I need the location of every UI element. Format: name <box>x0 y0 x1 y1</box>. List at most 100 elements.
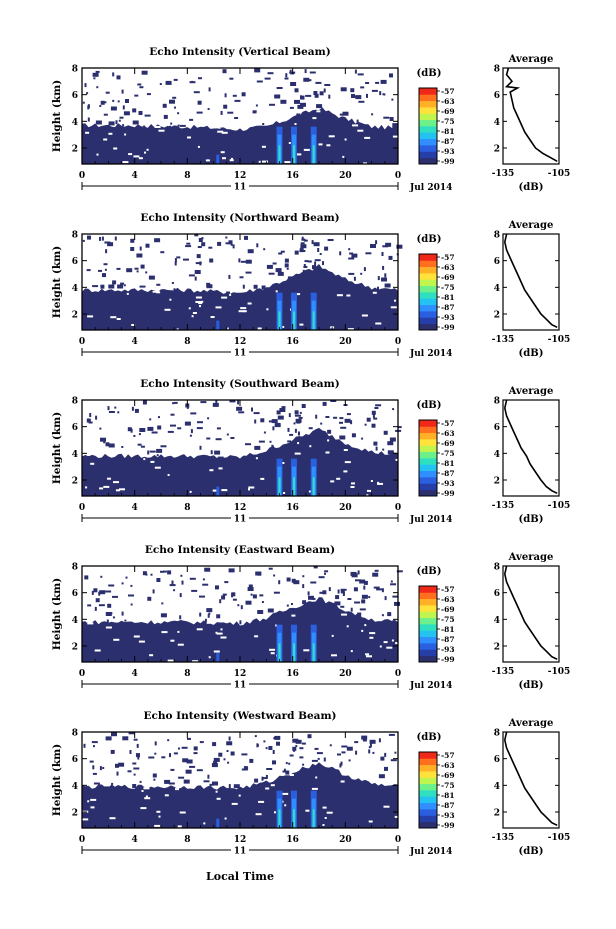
echo-gap <box>342 155 345 158</box>
echo-speck <box>366 417 371 422</box>
colorbar-swatch <box>419 273 437 280</box>
echo-speck <box>302 575 305 578</box>
echo-speck <box>83 743 86 748</box>
echo-speck <box>181 746 188 749</box>
echo-speck <box>355 579 361 582</box>
echo-speck <box>202 578 205 581</box>
echo-speck <box>390 759 397 762</box>
echo-speck <box>209 258 214 263</box>
colorbar-tick-label: -87 <box>441 635 455 644</box>
colorbar-tick-label: -75 <box>441 283 455 292</box>
profile-x-tick-label: -135 <box>492 833 515 843</box>
echo-gap <box>295 153 302 156</box>
echo-speck <box>145 243 150 248</box>
echo-speck <box>238 411 245 414</box>
echo-speck <box>303 264 306 268</box>
echo-speck <box>304 260 309 263</box>
echo-speck <box>229 77 234 80</box>
echo-speck <box>290 82 297 86</box>
echo-gap <box>331 654 337 657</box>
echo-speck <box>122 124 125 127</box>
echo-speck <box>366 93 368 98</box>
echo-speck <box>142 571 147 576</box>
echo-speck <box>104 786 111 791</box>
profile-y-tick-label: 6 <box>494 91 500 101</box>
echo-gap <box>383 641 388 644</box>
profile-frame <box>502 233 560 331</box>
echo-speck <box>204 567 211 572</box>
echo-speck <box>125 99 129 103</box>
echo-speck <box>392 408 395 411</box>
echo-speck <box>214 450 221 455</box>
echo-speck <box>351 94 355 98</box>
echo-speck <box>340 87 347 92</box>
echo-speck <box>127 770 132 773</box>
echo-speck <box>334 601 341 606</box>
colorbar: (dB) -57-63-69-75-81-87-93-99 <box>417 732 455 830</box>
echo-speck <box>307 79 312 82</box>
echo-speck <box>300 95 302 100</box>
echo-speck <box>396 570 403 573</box>
echo-speck <box>313 242 320 247</box>
echo-speck <box>317 248 320 252</box>
y-tick-label: 8 <box>72 397 78 407</box>
echo-speck <box>266 768 273 770</box>
echo-gap <box>103 485 110 488</box>
echo-gap <box>294 123 297 125</box>
echo-speck <box>103 113 108 116</box>
profile-y-tick-label: 4 <box>494 118 500 128</box>
echo-gap <box>126 292 129 295</box>
echo-speck <box>314 261 317 266</box>
echo-speck <box>159 83 162 85</box>
panel-4: Echo Intensity (Eastward Beam) 2 4 6 8 Height… <box>51 544 570 691</box>
echo-speck <box>211 763 218 768</box>
echo-speck <box>384 766 388 771</box>
echo-speck <box>164 615 167 617</box>
colorbar-swatch <box>419 107 437 114</box>
y-axis-label: Height (km) <box>51 578 63 650</box>
echo-speck <box>304 69 307 74</box>
echo-speck <box>103 263 108 266</box>
y-tick-label: 8 <box>72 729 78 739</box>
colorbar-swatch <box>419 157 437 165</box>
echo-speck <box>136 753 140 758</box>
echo-speck <box>99 105 102 107</box>
x-tick-label: 8 <box>184 337 190 347</box>
echo-speck <box>248 584 253 589</box>
echo-speck <box>209 783 214 786</box>
echo-gap <box>164 794 169 797</box>
echo-speck <box>108 121 115 126</box>
y-axis-label: Height (km) <box>51 80 63 152</box>
echo-gap <box>146 148 149 151</box>
echo-speck <box>359 579 366 584</box>
echo-speck <box>212 781 218 786</box>
echo-gap <box>217 130 224 133</box>
echo-speck <box>183 258 189 261</box>
echo-speck <box>286 267 289 270</box>
echo-speck <box>254 445 261 450</box>
echo-gap <box>216 797 221 800</box>
echo-gap <box>196 628 203 631</box>
echo-speck <box>170 424 176 427</box>
echo-speck <box>132 762 137 765</box>
echo-speck <box>110 612 113 615</box>
echo-gap <box>340 780 345 783</box>
echo-speck <box>213 760 218 765</box>
echo-speck <box>274 423 281 428</box>
echo-speck <box>357 73 364 76</box>
echo-speck <box>329 744 332 747</box>
echo-gap <box>229 293 232 296</box>
echo-speck <box>295 739 302 744</box>
echo-gap <box>90 806 95 809</box>
convective-column <box>290 458 297 496</box>
echo-speck <box>353 276 356 281</box>
echo-speck <box>278 580 281 585</box>
echo-gap <box>177 825 182 828</box>
echo-speck <box>363 580 368 585</box>
echo-speck <box>111 732 117 737</box>
echo-speck <box>171 282 174 284</box>
echo-speck <box>87 235 91 240</box>
echo-speck <box>88 421 93 424</box>
colorbar-swatch <box>419 285 437 293</box>
echo-speck <box>177 112 180 115</box>
